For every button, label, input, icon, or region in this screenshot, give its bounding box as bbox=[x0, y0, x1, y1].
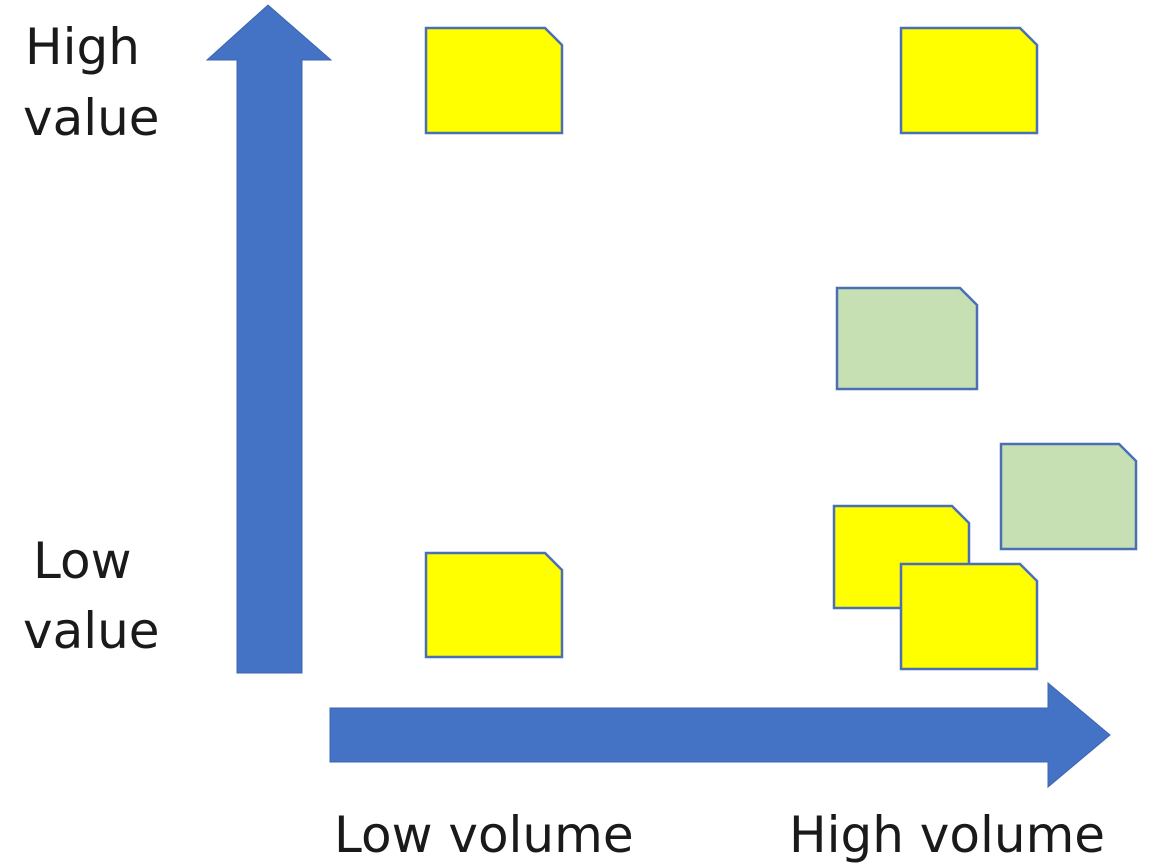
value-axis-arrow bbox=[205, 4, 333, 674]
low-value-label-line2: value bbox=[23, 602, 160, 660]
high-value-label-line2: value bbox=[23, 89, 160, 147]
high-volume-label: High volume bbox=[789, 806, 1105, 863]
note-7 bbox=[424, 551, 564, 659]
volume-axis-arrow bbox=[329, 681, 1111, 789]
low-value-label-line1: Low bbox=[33, 532, 131, 590]
note-6 bbox=[899, 562, 1039, 671]
low-volume-label: Low volume bbox=[334, 806, 634, 863]
high-value-label-line1: High bbox=[25, 18, 140, 76]
low-value-label: Low value bbox=[23, 532, 160, 660]
high-value-label: High value bbox=[23, 18, 160, 147]
note-2 bbox=[899, 26, 1039, 135]
note-3 bbox=[835, 286, 979, 391]
note-1 bbox=[424, 26, 564, 135]
note-4 bbox=[999, 442, 1138, 551]
